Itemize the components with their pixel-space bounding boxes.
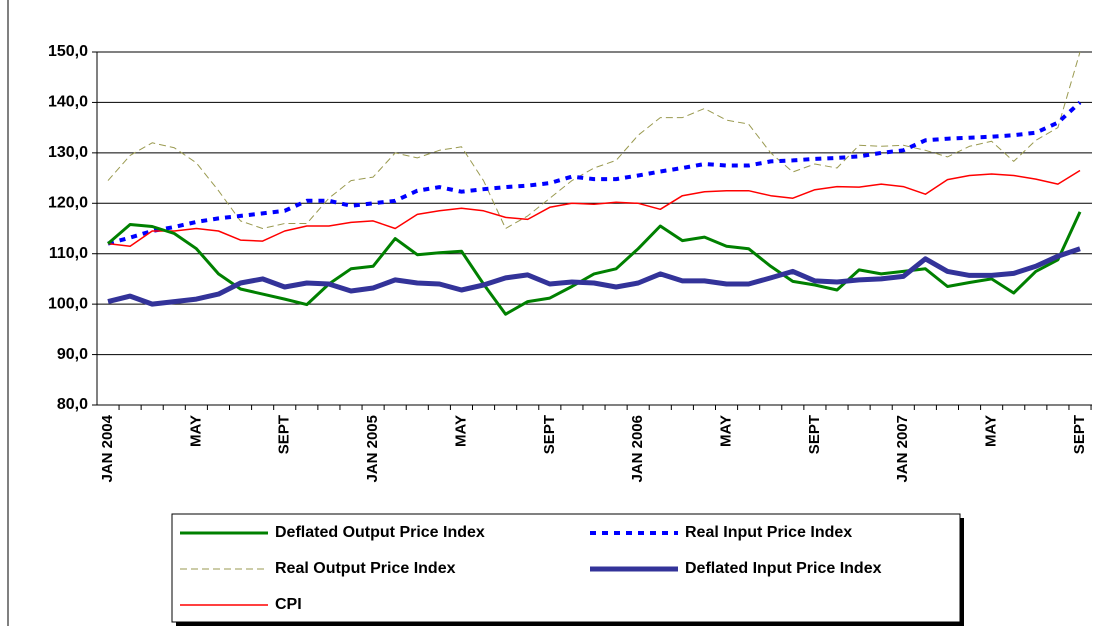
x-tick-label: SEPT — [276, 415, 293, 454]
legend-box — [171, 513, 961, 623]
y-tick-label: 130,0 — [48, 144, 88, 161]
x-tick-label: SEPT — [806, 415, 823, 454]
y-tick-label: 110,0 — [49, 245, 88, 262]
x-tick-label: JAN 2006 — [629, 415, 646, 483]
x-tick-label: JAN 2007 — [894, 415, 911, 483]
legend-label: CPI — [275, 596, 302, 613]
y-tick-label: 90,0 — [57, 346, 88, 363]
legend-label: Real Input Price Index — [685, 524, 852, 541]
y-tick-label: 150,0 — [48, 43, 88, 60]
x-tick-label: JAN 2004 — [99, 414, 116, 482]
x-tick-label: MAY — [718, 415, 735, 447]
series-line — [107, 211, 1082, 316]
y-tick-label: 120,0 — [48, 195, 88, 212]
series-line — [107, 100, 1082, 246]
series-line — [107, 169, 1081, 247]
y-tick-label: 100,0 — [48, 295, 88, 312]
legend-label: Real Output Price Index — [275, 560, 456, 577]
y-tick-label: 140,0 — [48, 94, 88, 111]
x-tick-label: SEPT — [1071, 415, 1088, 454]
x-tick-label: MAY — [983, 415, 1000, 447]
legend-label: Deflated Input Price Index — [685, 560, 882, 577]
x-tick-label: MAY — [452, 415, 469, 447]
x-tick-label: MAY — [187, 415, 204, 447]
x-tick-label: SEPT — [541, 415, 558, 454]
series-line — [107, 246, 1081, 307]
y-tick-label: 80,0 — [57, 396, 88, 413]
series-line — [107, 51, 1081, 229]
legend-label: Deflated Output Price Index — [275, 524, 485, 541]
x-tick-label: JAN 2005 — [364, 415, 381, 483]
